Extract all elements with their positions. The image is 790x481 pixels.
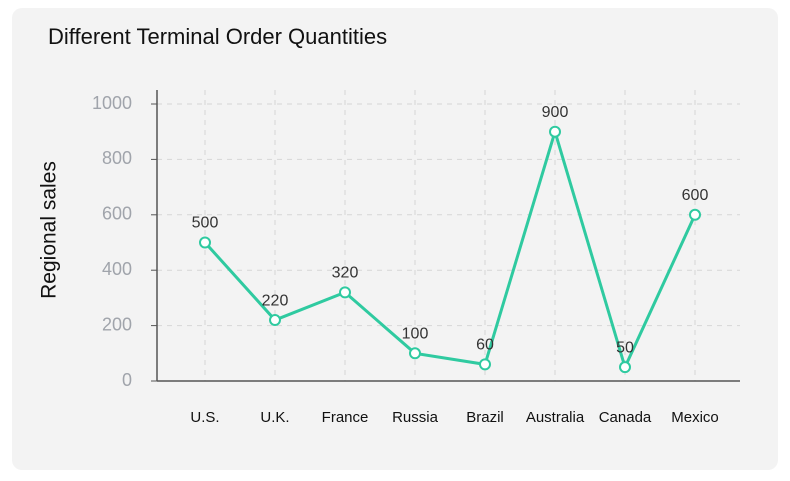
x-tick-label: Australia — [526, 409, 585, 426]
value-label: 60 — [476, 337, 494, 354]
x-tick-label: Russia — [392, 409, 439, 426]
x-tick-label: U.K. — [260, 409, 289, 426]
x-tick-label: Brazil — [466, 409, 504, 426]
x-tick-label: U.S. — [190, 409, 219, 426]
y-tick-label: 600 — [102, 204, 132, 224]
card — [12, 8, 778, 470]
value-label: 600 — [682, 187, 709, 204]
y-axis-title: Regional sales — [38, 161, 61, 299]
point — [409, 347, 421, 360]
point — [479, 358, 491, 371]
point — [199, 236, 211, 249]
point — [619, 361, 631, 374]
chart-title: Different Terminal Order Quantities — [48, 24, 387, 49]
point — [549, 125, 561, 138]
value-label: 320 — [332, 265, 359, 282]
point — [269, 314, 281, 327]
value-label: 500 — [192, 215, 219, 232]
x-tick-label: Canada — [599, 409, 652, 426]
y-tick-label: 400 — [102, 259, 132, 279]
point — [689, 208, 701, 221]
value-label: 50 — [616, 339, 634, 356]
line — [203, 126, 697, 372]
value-label: 220 — [262, 292, 289, 309]
point — [339, 286, 351, 299]
value-label: 900 — [542, 104, 569, 121]
x-tick-label: France — [322, 409, 369, 426]
y-tick-label: 200 — [102, 314, 132, 334]
x-tick-label: Mexico — [671, 409, 719, 426]
y-tick-label: 800 — [102, 148, 132, 168]
value-label: 100 — [402, 326, 429, 343]
y-tick-label: 0 — [122, 370, 132, 390]
y-tick-label: 1000 — [92, 93, 132, 113]
